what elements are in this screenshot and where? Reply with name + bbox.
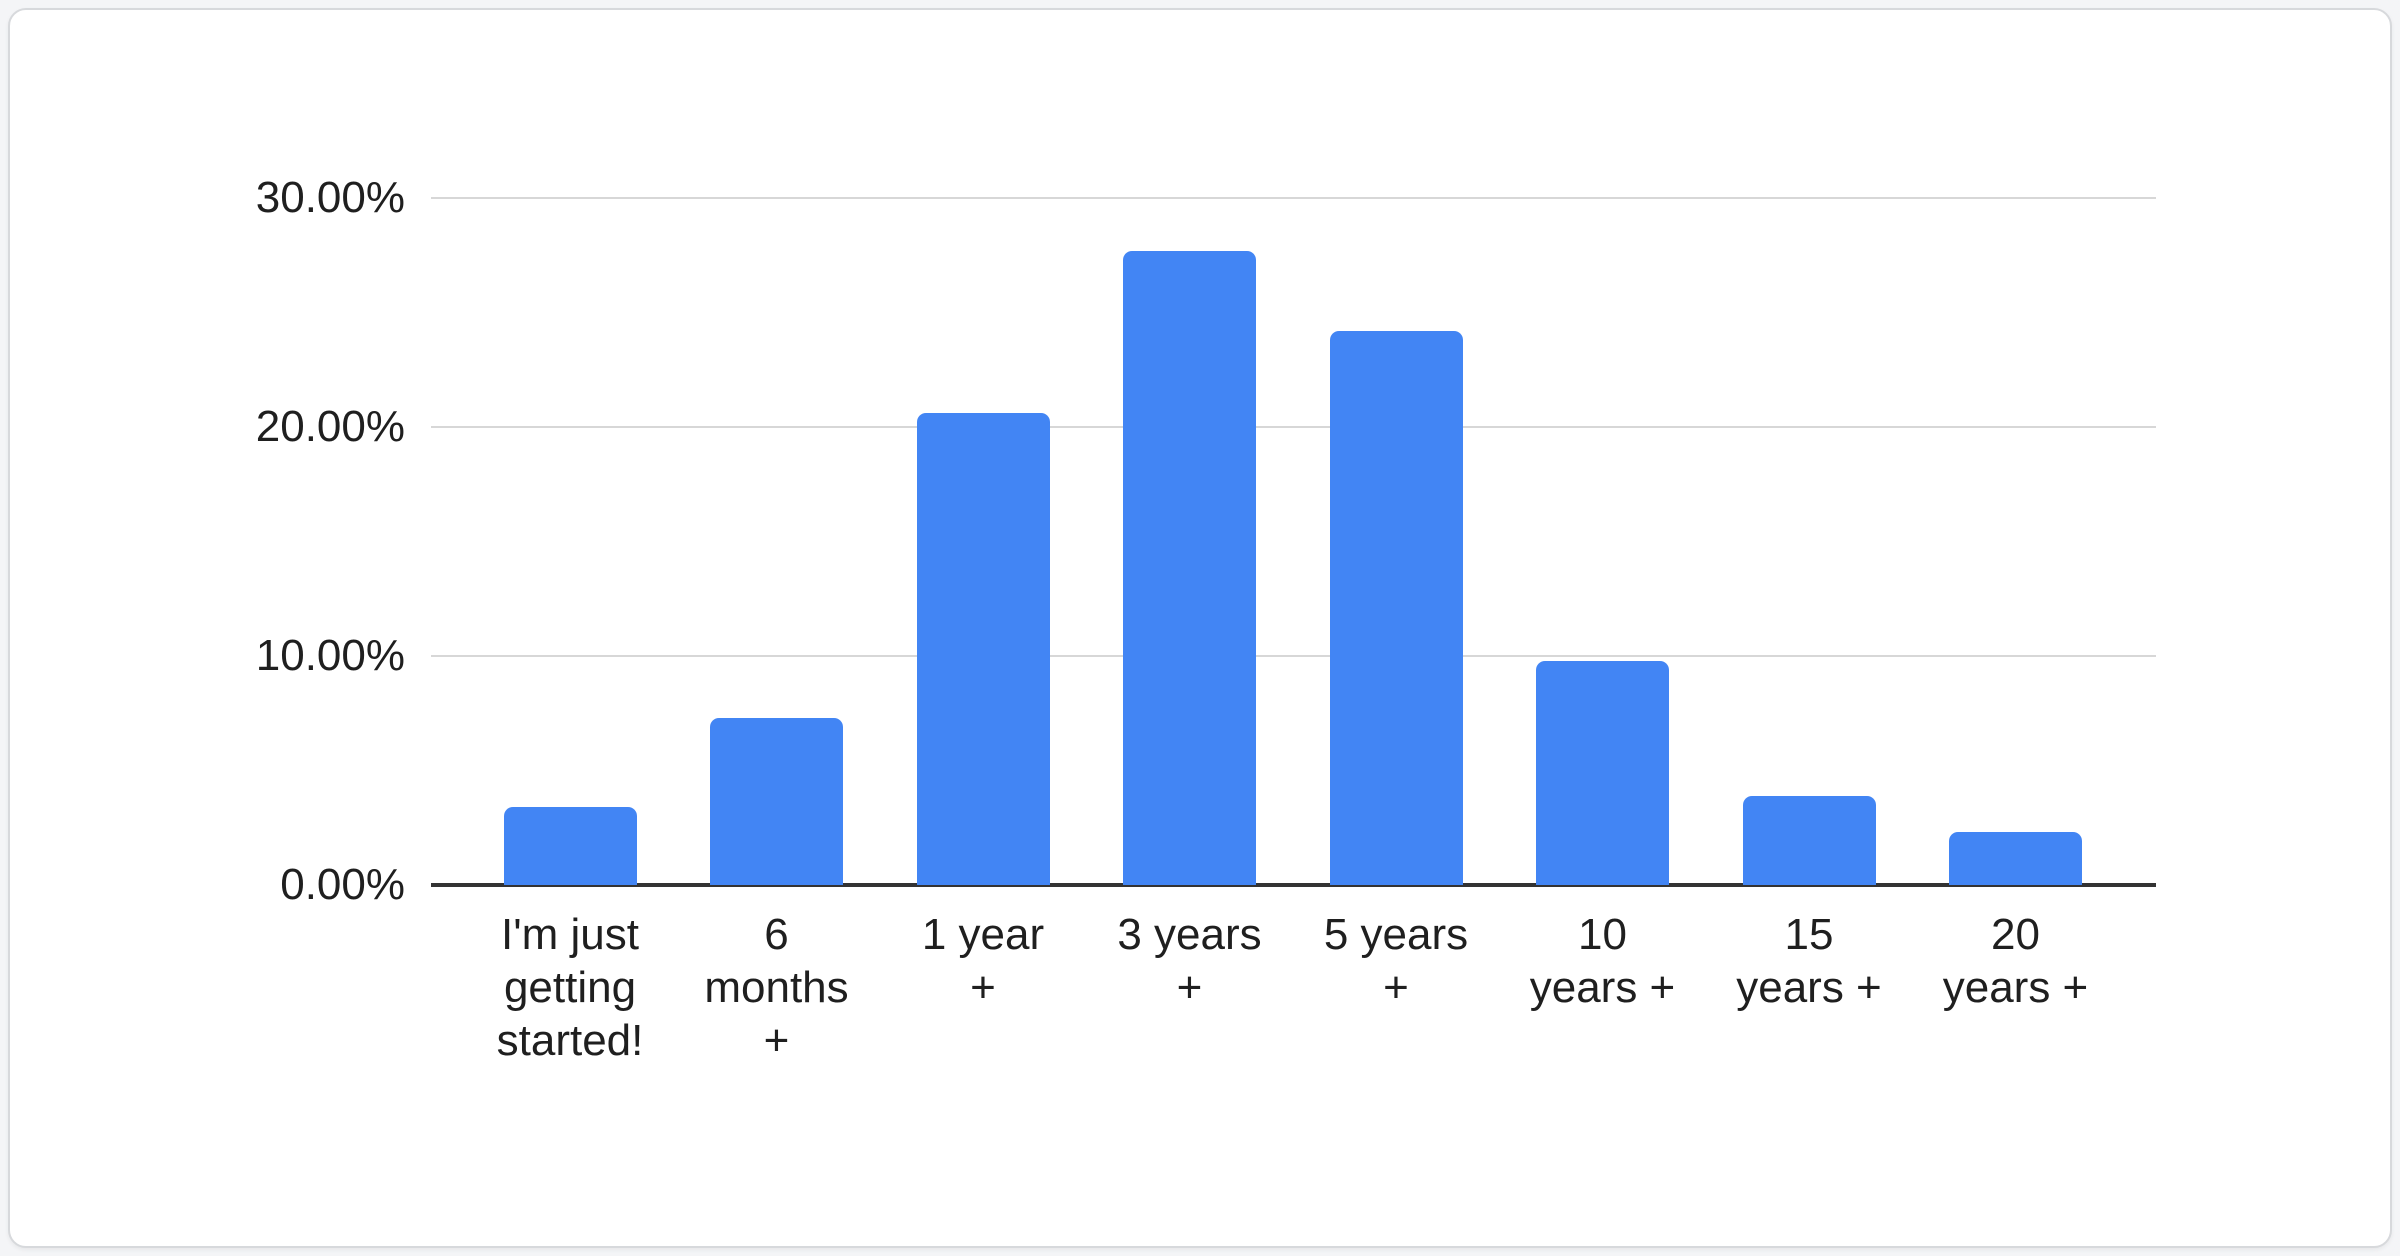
bar-2[interactable] xyxy=(710,718,843,885)
x-axis-category-label: 15 years + xyxy=(1693,908,1925,1014)
x-axis-category-label: 20 years + xyxy=(1900,908,2132,1014)
gridline-20-percent xyxy=(431,426,2156,428)
x-axis-label-line: started! xyxy=(496,1016,644,1065)
x-axis-category-label: I'm just getting started! xyxy=(454,908,686,1067)
x-axis-category-label: 6 months + xyxy=(661,908,893,1067)
x-axis-label-line: months xyxy=(704,963,849,1012)
bar-7[interactable] xyxy=(1742,796,1876,885)
y-axis-tick-label: 10.00% xyxy=(255,631,405,680)
gridline-30-percent xyxy=(431,197,2156,199)
x-axis-label-line: + xyxy=(1176,963,1203,1012)
x-axis-label-line: years + xyxy=(1942,963,2089,1012)
x-axis-label-line: 15 xyxy=(1784,910,1834,959)
bar-8[interactable] xyxy=(1949,832,2082,885)
x-axis-label-line: 10 xyxy=(1578,910,1627,959)
x-axis-label-line: 20 xyxy=(1991,910,2040,959)
x-axis-label-line: I'm just xyxy=(501,910,639,959)
x-axis-label-line: + xyxy=(970,963,996,1012)
x-axis-category-label: 5 years + xyxy=(1280,908,1512,1014)
y-axis-tick-label: 0.00% xyxy=(280,860,405,909)
x-axis-label-line: years + xyxy=(1529,963,1676,1012)
x-axis-label-line: 6 xyxy=(764,910,789,959)
gridline-10-percent xyxy=(431,655,2156,657)
x-axis-label-line: 1 year xyxy=(921,910,1045,959)
bar-5[interactable] xyxy=(1329,331,1463,885)
x-axis-label-line: + xyxy=(763,1016,790,1065)
x-axis-label-line: years + xyxy=(1736,963,1882,1012)
x-axis-line xyxy=(431,883,2156,887)
bar-6[interactable] xyxy=(1536,661,1669,885)
y-axis-tick-label: 30.00% xyxy=(255,173,405,222)
bar-4[interactable] xyxy=(1123,251,1256,885)
x-axis-label-line: getting xyxy=(503,963,637,1012)
x-axis-category-label: 3 years + xyxy=(1074,908,1306,1014)
x-axis-category-label: 10 years + xyxy=(1487,908,1719,1014)
x-axis-label-line: + xyxy=(1383,963,1409,1012)
bar-1[interactable] xyxy=(503,807,637,885)
x-axis-label-line: 3 years xyxy=(1117,910,1262,959)
x-axis-label-line: 5 years xyxy=(1323,910,1469,959)
x-axis-category-label: 1 year + xyxy=(867,908,1099,1014)
y-axis-tick-label: 20.00% xyxy=(255,402,405,451)
bar-3[interactable] xyxy=(916,413,1050,885)
